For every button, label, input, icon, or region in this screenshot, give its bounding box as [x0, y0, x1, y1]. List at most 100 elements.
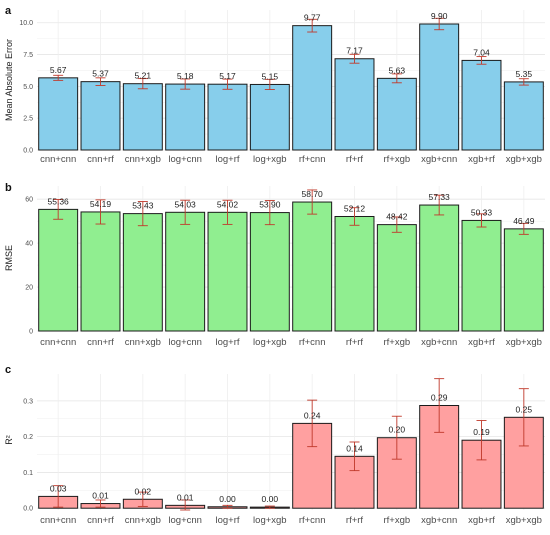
- bar-log+cnn: [165, 211, 206, 332]
- x-tick-label: xgb+xgb: [506, 154, 542, 165]
- data-label: 5.67: [50, 65, 67, 75]
- error-bar: [264, 505, 275, 509]
- x-tick-label: xgb+rf: [468, 154, 495, 165]
- data-label: 5.37: [92, 69, 109, 79]
- x-tick-label: xgb+xgb: [506, 337, 542, 348]
- bar-cnn+rf: [80, 211, 121, 332]
- y-tick-label: 0.3: [23, 398, 33, 405]
- bar-xgb+rf: [461, 219, 502, 332]
- data-label: 52.12: [344, 203, 366, 213]
- data-label: 9.77: [304, 13, 321, 23]
- x-tick-label: cnn+xgb: [125, 515, 161, 526]
- chart-panel-c: c R² 0.0 0.1 0.2 0.3 0.03 cnn+cnn 0.01 cnn+rf 0.02…: [4, 364, 545, 526]
- error-bar: [307, 189, 318, 215]
- data-label: 5.63: [389, 65, 406, 75]
- panel-letter: c: [5, 364, 11, 376]
- y-tick-label: 20: [25, 285, 33, 292]
- data-label: 53.90: [259, 200, 281, 210]
- error-bar: [349, 53, 360, 64]
- x-tick-label: rf+cnn: [299, 515, 326, 526]
- x-tick-label: log+xgb: [253, 337, 287, 348]
- error-bar: [434, 17, 445, 31]
- error-bar: [137, 491, 148, 507]
- data-label: 54.03: [175, 199, 197, 209]
- x-tick-label: xgb+xgb: [506, 515, 542, 526]
- x-tick-label: cnn+cnn: [40, 154, 76, 165]
- bar-xgb+cnn: [419, 204, 460, 332]
- x-tick-label: rf+xgb: [383, 515, 410, 526]
- gridlines: [37, 374, 545, 510]
- error-bar: [222, 199, 233, 225]
- bar-log+rf: [207, 211, 248, 332]
- x-tick-label: xgb+rf: [468, 515, 495, 526]
- error-bar: [264, 78, 275, 90]
- y-axis-label: R²: [4, 435, 14, 445]
- data-label: 54.02: [217, 199, 239, 209]
- y-tick-label: 60: [25, 197, 33, 204]
- x-tick-label: xgb+cnn: [421, 337, 457, 348]
- x-tick-label: xgb+rf: [468, 337, 495, 348]
- error-bar: [264, 200, 275, 226]
- data-label: 55.36: [48, 196, 70, 206]
- error-bar: [95, 199, 106, 225]
- error-bar: [222, 504, 233, 509]
- data-label: 7.17: [346, 46, 363, 56]
- data-label: 0.01: [92, 491, 109, 501]
- error-bar: [476, 420, 487, 461]
- chart-panel-b: b RMSE 0 20 40 60 55.36 cnn+cnn 54.19 cnn+rf 53.43…: [4, 182, 545, 348]
- error-bar: [137, 201, 148, 227]
- x-tick-label: xgb+cnn: [421, 154, 457, 165]
- data-label: 5.35: [516, 69, 533, 79]
- error-bar: [349, 441, 360, 472]
- error-bar: [53, 485, 64, 508]
- x-tick-label: rf+rf: [346, 154, 364, 165]
- error-bar: [53, 199, 64, 220]
- x-tick-label: rf+cnn: [299, 337, 326, 348]
- bar-xgb+xgb: [503, 228, 544, 332]
- y-tick-label: 2.5: [23, 116, 33, 123]
- bar-xgb+xgb: [503, 81, 544, 151]
- data-label: 48.42: [386, 212, 408, 222]
- data-label: 58.70: [302, 189, 324, 199]
- bar-xgb+rf: [461, 59, 502, 151]
- data-label: 9.90: [431, 11, 448, 21]
- bar-rf+rf: [334, 58, 375, 151]
- x-tick-label: xgb+cnn: [421, 515, 457, 526]
- bar-cnn+xgb: [122, 83, 163, 151]
- bar-rf+xgb: [376, 224, 417, 332]
- bar-cnn+xgb: [122, 213, 163, 332]
- error-bar: [180, 199, 191, 225]
- error-bar: [180, 78, 191, 90]
- y-tick-label: 0.0: [23, 148, 33, 155]
- x-tick-label: cnn+xgb: [125, 154, 161, 165]
- y-tick-label: 10.0: [19, 20, 33, 27]
- bar-rf+cnn: [292, 201, 333, 332]
- y-tick-label: 5.0: [23, 84, 33, 91]
- x-tick-label: rf+xgb: [383, 337, 410, 348]
- chart-panel-a: a Mean Absolute Error 0.0 2.5 5.0 7.5 10.0 5.67…: [4, 5, 545, 165]
- data-label: 0.19: [473, 427, 490, 437]
- y-axis-label: Mean Absolute Error: [4, 39, 14, 121]
- error-bar: [349, 207, 360, 226]
- data-label: 0.24: [304, 410, 321, 420]
- y-tick-label: 0.1: [23, 470, 33, 477]
- data-label: 0.00: [262, 494, 279, 504]
- panel-letter: b: [5, 182, 12, 194]
- error-bar: [307, 18, 318, 33]
- bar-cnn+cnn: [38, 77, 79, 151]
- y-tick-label: 7.5: [23, 52, 33, 59]
- x-tick-label: cnn+rf: [87, 515, 114, 526]
- data-label: 5.17: [219, 71, 236, 81]
- data-label: 54.19: [90, 199, 112, 209]
- x-tick-label: rf+cnn: [299, 154, 326, 165]
- bar-rf+rf: [334, 215, 375, 332]
- data-label: 57.33: [429, 192, 451, 202]
- data-label: 0.00: [219, 494, 236, 504]
- data-label: 0.29: [431, 392, 448, 402]
- data-label: 46.49: [513, 216, 535, 226]
- data-label: 5.15: [262, 71, 279, 81]
- bar-rf+xgb: [376, 77, 417, 151]
- error-bar: [95, 499, 106, 508]
- x-tick-label: log+rf: [215, 154, 239, 165]
